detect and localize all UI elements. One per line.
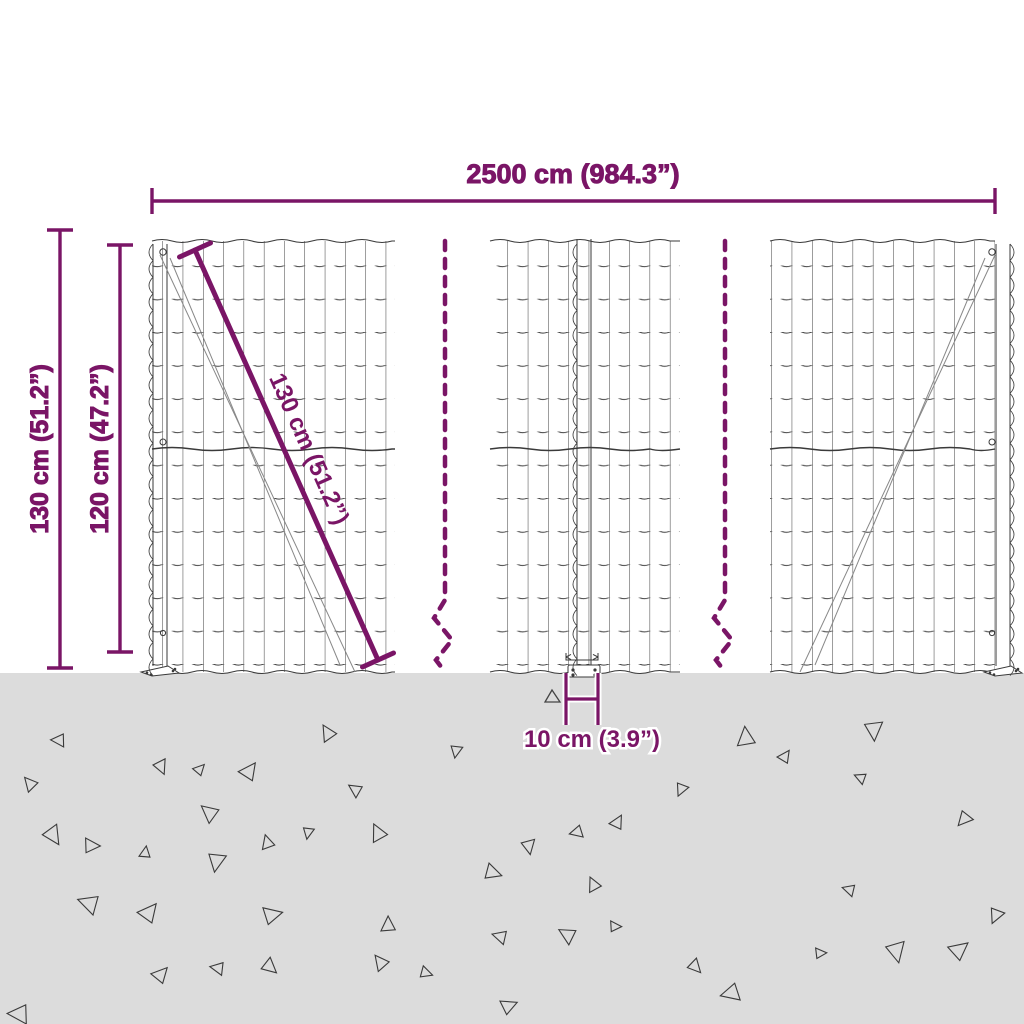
svg-text:2500 cm (984.3”): 2500 cm (984.3”) xyxy=(466,159,679,189)
svg-text:120 cm (47.2”): 120 cm (47.2”) xyxy=(86,364,114,534)
svg-text:130 cm (51.2”): 130 cm (51.2”) xyxy=(26,364,54,534)
svg-text:10 cm (3.9”): 10 cm (3.9”) xyxy=(524,726,660,753)
